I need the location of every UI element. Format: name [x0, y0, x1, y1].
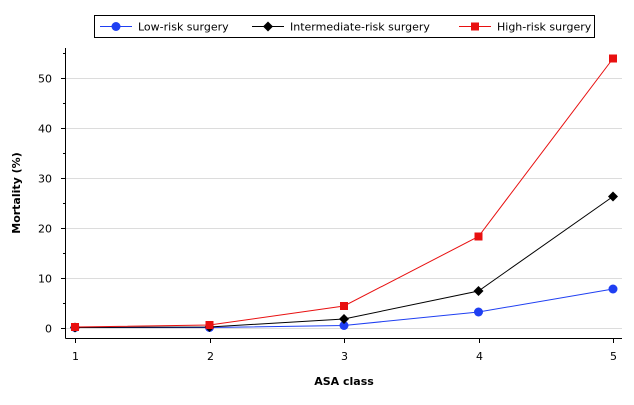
data-point	[608, 284, 618, 294]
data-point	[339, 314, 349, 324]
series-line	[74, 58, 614, 328]
y-tick-label: 40	[38, 123, 52, 136]
series-group	[70, 54, 618, 333]
y-tick-label: 30	[38, 173, 52, 186]
data-point	[474, 232, 483, 241]
legend-item: Intermediate-risk surgery	[252, 21, 430, 34]
data-point	[340, 302, 348, 310]
legend-label: High-risk surgery	[497, 21, 592, 34]
data-point	[71, 323, 79, 331]
x-tick-label: 2	[207, 350, 214, 363]
data-point	[205, 321, 214, 329]
series-2	[71, 54, 617, 331]
legend-label: Low-risk surgery	[138, 21, 229, 34]
grid-lines	[66, 78, 622, 329]
legend: Low-risk surgery Intermediate-risk surger…	[100, 21, 592, 34]
x-tick-label: 4	[476, 350, 483, 363]
y-tick-label: 0	[45, 323, 52, 336]
y-axis-title: Mortality (%)	[10, 152, 23, 234]
data-point	[473, 286, 484, 296]
y-tick-label: 20	[38, 223, 52, 236]
legend-marker	[263, 21, 273, 32]
x-tick-label: 5	[610, 350, 617, 363]
x-tick-label: 3	[341, 350, 348, 363]
y-tick-label: 50	[38, 73, 52, 86]
legend-marker	[111, 22, 121, 31]
data-point	[608, 191, 618, 202]
legend-box	[94, 15, 595, 38]
data-point	[609, 54, 617, 63]
legend-label: Intermediate-risk surgery	[290, 21, 430, 34]
legend-item: High-risk surgery	[459, 21, 592, 34]
x-axis-ticks: 1 2 3 4 5	[72, 338, 617, 363]
data-point	[474, 307, 483, 317]
y-tick-label: 10	[38, 273, 52, 286]
y-axis-ticks: 0 10 20 30 40 50	[38, 53, 66, 336]
axes	[65, 48, 622, 339]
data-point	[339, 321, 349, 330]
legend-item: Low-risk surgery	[100, 21, 229, 34]
series-1	[70, 191, 618, 333]
x-axis-title: ASA class	[314, 375, 374, 388]
x-tick-label: 1	[72, 350, 79, 363]
legend-marker	[471, 22, 479, 31]
